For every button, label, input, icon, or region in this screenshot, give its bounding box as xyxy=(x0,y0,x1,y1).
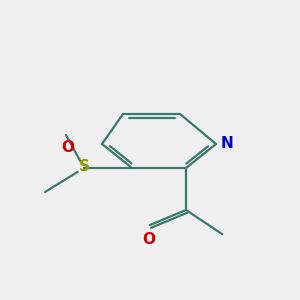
Text: O: O xyxy=(142,232,155,247)
Text: S: S xyxy=(79,159,89,174)
Text: N: N xyxy=(221,136,234,152)
Text: O: O xyxy=(61,140,74,154)
